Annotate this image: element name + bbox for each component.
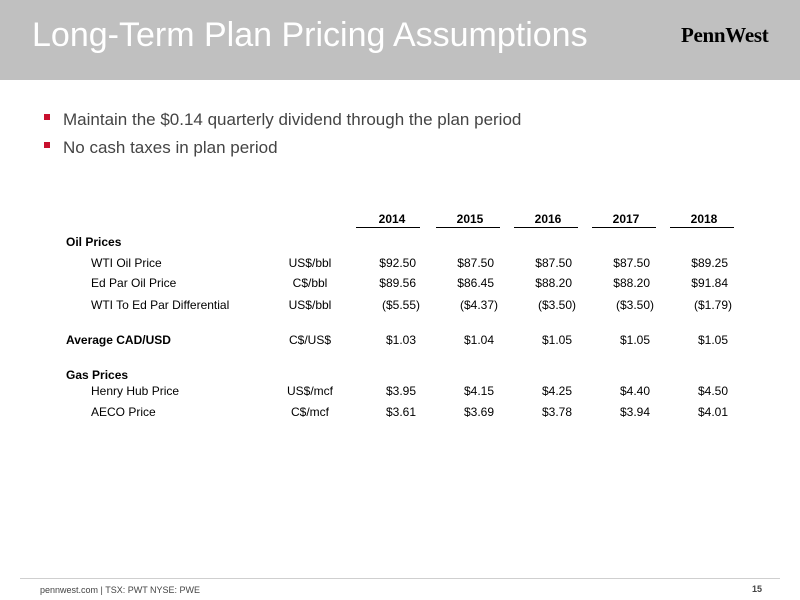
header-underline (514, 227, 578, 228)
page-number: 15 (752, 584, 763, 594)
header-underline (670, 227, 734, 228)
header-bar: Long-Term Plan Pricing Assumptions PennW… (0, 0, 800, 80)
section-heading-gas: Gas Prices (66, 368, 129, 382)
year-header: 2018 (690, 212, 718, 226)
header-underline (592, 227, 656, 228)
bullet-square-icon (44, 142, 50, 148)
year-header: 2016 (534, 212, 562, 226)
header-underline (356, 227, 420, 228)
bullet-list: Maintain the $0.14 quarterly dividend th… (44, 108, 521, 164)
company-logo: PennWest (681, 23, 769, 47)
bullet-square-icon (44, 114, 50, 120)
year-header: 2014 (378, 212, 406, 226)
page-title: Long-Term Plan Pricing Assumptions (32, 16, 588, 54)
footer-text: pennwest.com | TSX: PWT NYSE: PWE (40, 585, 201, 595)
bullet-item: Maintain the $0.14 quarterly dividend th… (44, 108, 521, 136)
header-underline (436, 227, 500, 228)
section-heading-oil: Oil Prices (66, 235, 122, 249)
year-header: 2015 (456, 212, 484, 226)
footer-divider (20, 578, 780, 579)
year-header: 2017 (612, 212, 640, 226)
bullet-item: No cash taxes in plan period (44, 136, 278, 164)
